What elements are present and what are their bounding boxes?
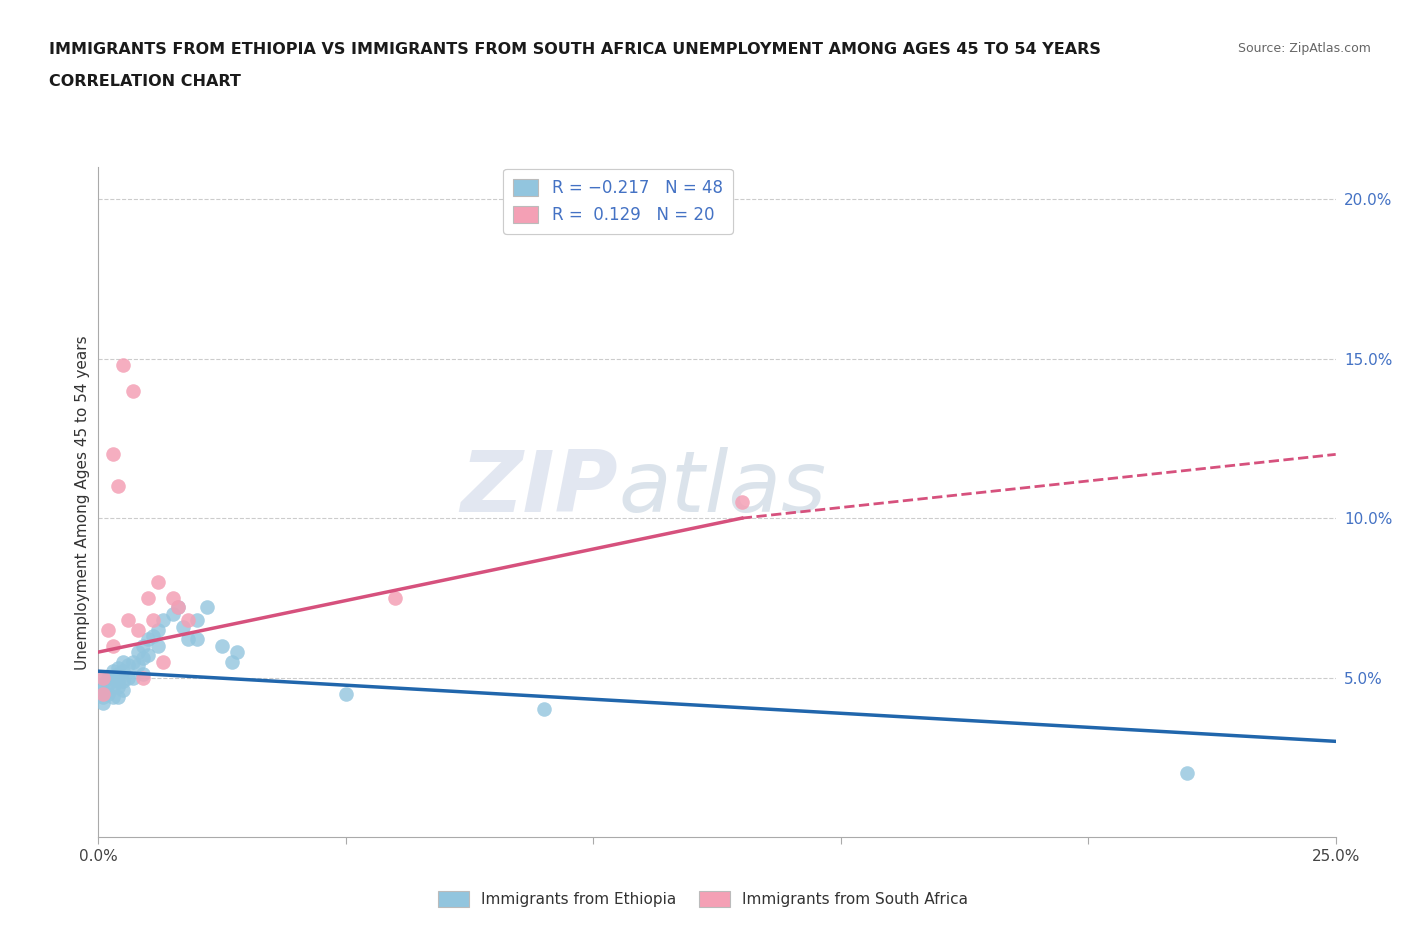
Point xyxy=(152,654,174,669)
Y-axis label: Unemployment Among Ages 45 to 54 years: Unemployment Among Ages 45 to 54 years xyxy=(75,335,90,670)
Point xyxy=(103,680,125,695)
Point xyxy=(136,631,159,646)
Point xyxy=(112,358,135,373)
Point xyxy=(142,613,165,628)
Legend: Immigrants from Ethiopia, Immigrants from South Africa: Immigrants from Ethiopia, Immigrants fro… xyxy=(432,884,974,913)
Point xyxy=(107,660,129,675)
Point xyxy=(127,658,149,672)
Point xyxy=(1175,765,1198,780)
Point xyxy=(122,654,145,669)
Point xyxy=(97,676,120,691)
Point xyxy=(127,622,149,637)
Point xyxy=(384,591,406,605)
Point xyxy=(107,673,129,688)
Point xyxy=(731,495,754,510)
Point xyxy=(112,683,135,698)
Point xyxy=(107,667,129,682)
Point xyxy=(122,671,145,685)
Point xyxy=(117,658,139,672)
Point xyxy=(97,622,120,637)
Point xyxy=(93,683,115,698)
Point xyxy=(127,644,149,659)
Point xyxy=(162,606,184,621)
Point xyxy=(112,654,135,669)
Point xyxy=(103,638,125,653)
Point xyxy=(226,644,249,659)
Point xyxy=(93,696,115,711)
Text: Source: ZipAtlas.com: Source: ZipAtlas.com xyxy=(1237,42,1371,55)
Point xyxy=(112,664,135,679)
Point xyxy=(132,667,155,682)
Point xyxy=(146,575,169,590)
Point xyxy=(152,613,174,628)
Point xyxy=(136,591,159,605)
Point xyxy=(142,629,165,644)
Point xyxy=(335,686,357,701)
Point xyxy=(93,689,115,704)
Point xyxy=(103,671,125,685)
Point xyxy=(117,671,139,685)
Point xyxy=(166,600,188,615)
Point xyxy=(166,600,188,615)
Point xyxy=(122,383,145,398)
Point xyxy=(221,654,243,669)
Text: atlas: atlas xyxy=(619,447,827,530)
Point xyxy=(195,600,218,615)
Text: IMMIGRANTS FROM ETHIOPIA VS IMMIGRANTS FROM SOUTH AFRICA UNEMPLOYMENT AMONG AGES: IMMIGRANTS FROM ETHIOPIA VS IMMIGRANTS F… xyxy=(49,42,1101,57)
Point xyxy=(112,673,135,688)
Point xyxy=(176,631,198,646)
Text: ZIP: ZIP xyxy=(460,447,619,530)
Point xyxy=(103,689,125,704)
Point xyxy=(97,671,120,685)
Point xyxy=(146,622,169,637)
Point xyxy=(93,676,115,691)
Point xyxy=(136,648,159,663)
Point xyxy=(211,638,233,653)
Point xyxy=(132,671,155,685)
Point xyxy=(103,664,125,679)
Point xyxy=(172,619,194,634)
Point xyxy=(107,479,129,494)
Point xyxy=(93,671,115,685)
Point xyxy=(93,686,115,701)
Point xyxy=(533,702,555,717)
Point xyxy=(186,613,208,628)
Point xyxy=(176,613,198,628)
Point xyxy=(103,447,125,462)
Point xyxy=(93,671,115,685)
Point xyxy=(107,689,129,704)
Point xyxy=(146,638,169,653)
Point xyxy=(132,638,155,653)
Point xyxy=(186,631,208,646)
Legend: R = −0.217   N = 48, R =  0.129   N = 20: R = −0.217 N = 48, R = 0.129 N = 20 xyxy=(503,169,733,233)
Point xyxy=(107,680,129,695)
Text: CORRELATION CHART: CORRELATION CHART xyxy=(49,74,240,89)
Point xyxy=(117,613,139,628)
Point xyxy=(162,591,184,605)
Point xyxy=(97,686,120,701)
Point xyxy=(132,651,155,666)
